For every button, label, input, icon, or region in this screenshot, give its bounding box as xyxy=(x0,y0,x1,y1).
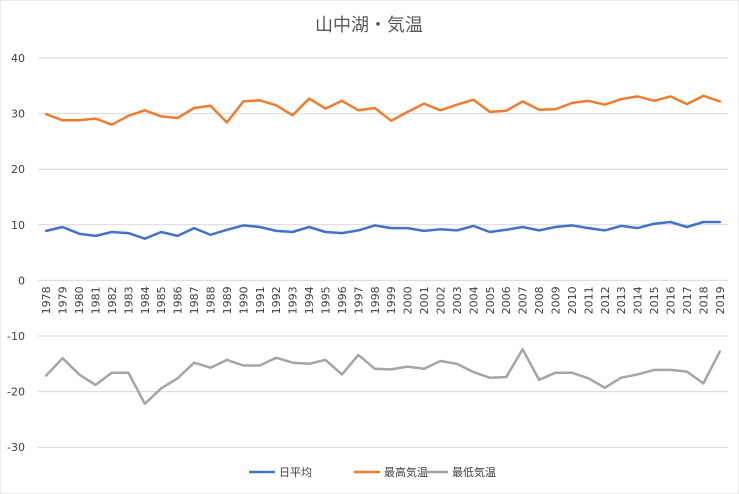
x-tick-label: 2005 xyxy=(484,286,497,314)
x-tick-label: 1997 xyxy=(352,286,365,314)
x-axis-ticks: 1978 1979 1980 1981 1982 1983 1984 1985 1986 1987… xyxy=(40,286,727,314)
x-tick-label: 1995 xyxy=(320,286,333,314)
x-tick-label: 1992 xyxy=(270,286,283,314)
x-tick-label: 1999 xyxy=(385,286,398,314)
x-tick-label: 2013 xyxy=(615,286,628,314)
x-tick-label: 1996 xyxy=(336,286,349,314)
x-tick-label: 1978 xyxy=(40,286,53,314)
y-tick-label: 40 xyxy=(11,52,25,65)
x-tick-label: 1993 xyxy=(287,286,300,314)
x-tick-label: 1988 xyxy=(205,286,218,314)
x-tick-label: 2012 xyxy=(599,286,612,314)
x-tick-label: 1990 xyxy=(237,286,250,314)
y-tick-label: -10 xyxy=(7,330,25,343)
x-tick-label: 2014 xyxy=(632,286,645,314)
series-line xyxy=(44,348,722,406)
x-tick-label: 1987 xyxy=(188,286,201,314)
series-line xyxy=(44,94,722,126)
x-tick-label: 1994 xyxy=(303,286,316,314)
x-tick-label: 1980 xyxy=(73,286,86,314)
x-tick-label: 2007 xyxy=(517,286,530,314)
y-tick-label: 0 xyxy=(18,274,25,287)
x-tick-label: 1986 xyxy=(172,286,185,314)
x-tick-label: 2016 xyxy=(665,286,678,314)
series-lines xyxy=(44,94,722,406)
x-tick-label: 2000 xyxy=(402,286,415,314)
x-tick-label: 2011 xyxy=(582,286,595,314)
x-tick-label: 1979 xyxy=(57,286,70,314)
x-tick-label: 2009 xyxy=(550,286,563,314)
legend-label: 最低気温 xyxy=(452,465,496,479)
x-tick-label: 2010 xyxy=(566,286,579,314)
x-tick-label: 1982 xyxy=(106,286,119,314)
legend-label: 最高気温 xyxy=(384,465,428,479)
x-tick-label: 1984 xyxy=(139,286,152,314)
x-tick-label: 2019 xyxy=(714,286,727,314)
x-tick-label: 2001 xyxy=(418,286,431,314)
x-tick-label: 2018 xyxy=(697,286,710,314)
x-tick-label: 2008 xyxy=(533,286,546,314)
y-tick-label: 20 xyxy=(11,163,25,176)
x-tick-label: 1989 xyxy=(221,286,234,314)
y-tick-label: -30 xyxy=(7,441,25,454)
x-tick-label: 2015 xyxy=(648,286,661,314)
x-tick-label: 2006 xyxy=(500,286,513,314)
x-tick-label: 1983 xyxy=(122,286,135,314)
x-tick-label: 1981 xyxy=(90,286,103,314)
series-line xyxy=(44,220,722,240)
legend: 日平均 最高気温 最低気温 xyxy=(249,465,496,479)
y-tick-label: 10 xyxy=(11,219,25,232)
x-tick-label: 2002 xyxy=(435,286,448,314)
x-tick-label: 1991 xyxy=(254,286,267,314)
x-tick-label: 1998 xyxy=(369,286,382,314)
x-tick-label: 2003 xyxy=(451,286,464,314)
x-tick-label: 2004 xyxy=(467,286,480,314)
legend-label: 日平均 xyxy=(279,466,312,479)
x-tick-label: 1985 xyxy=(155,286,168,314)
y-axis-ticks: 40 30 20 10 0 -10 -20 -30 xyxy=(7,52,25,454)
x-tick-label: 2017 xyxy=(681,286,694,314)
y-tick-label: 30 xyxy=(11,108,25,121)
y-tick-label: -20 xyxy=(7,386,25,399)
chart-title: 山中湖・気温 xyxy=(315,15,423,36)
